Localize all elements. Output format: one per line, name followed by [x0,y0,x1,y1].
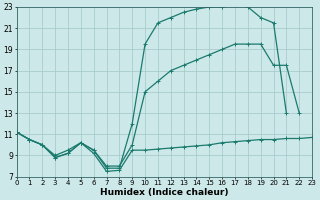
X-axis label: Humidex (Indice chaleur): Humidex (Indice chaleur) [100,188,228,197]
